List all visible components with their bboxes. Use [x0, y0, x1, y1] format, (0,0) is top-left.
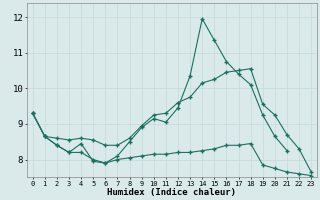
X-axis label: Humidex (Indice chaleur): Humidex (Indice chaleur) — [108, 188, 236, 197]
